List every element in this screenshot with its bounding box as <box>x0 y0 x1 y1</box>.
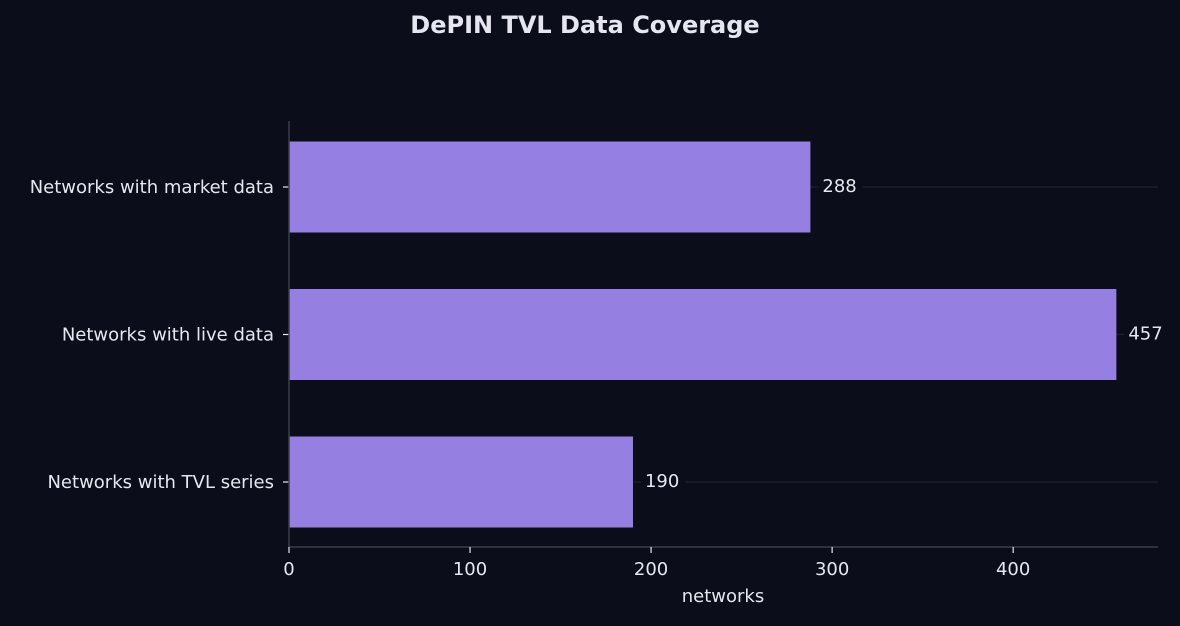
value-label: 288 <box>822 176 856 197</box>
x-tick-label: 200 <box>634 559 668 580</box>
bar <box>289 436 633 528</box>
category-label: Networks with TVL series <box>47 472 274 493</box>
value-label-background <box>818 175 863 197</box>
value-label: 457 <box>1128 324 1162 345</box>
x-tick-label: 400 <box>996 559 1030 580</box>
category-label: Networks with market data <box>30 177 274 198</box>
category-label: Networks with live data <box>62 325 274 346</box>
x-tick-label: 0 <box>283 559 294 580</box>
value-label: 190 <box>645 471 679 492</box>
x-tick-label: 300 <box>815 559 849 580</box>
value-label-background <box>1124 322 1169 345</box>
x-tick-label: 100 <box>453 559 487 580</box>
axis-layer: Networks with market data Networks with l… <box>30 121 1158 580</box>
chart-title: DePIN TVL Data Coverage <box>410 11 759 39</box>
value-label-background <box>640 470 686 492</box>
bar <box>289 141 811 233</box>
bar <box>289 289 1117 380</box>
x-axis-label: networks <box>682 586 764 607</box>
bar-layer: 288 457 190 <box>289 141 1169 528</box>
